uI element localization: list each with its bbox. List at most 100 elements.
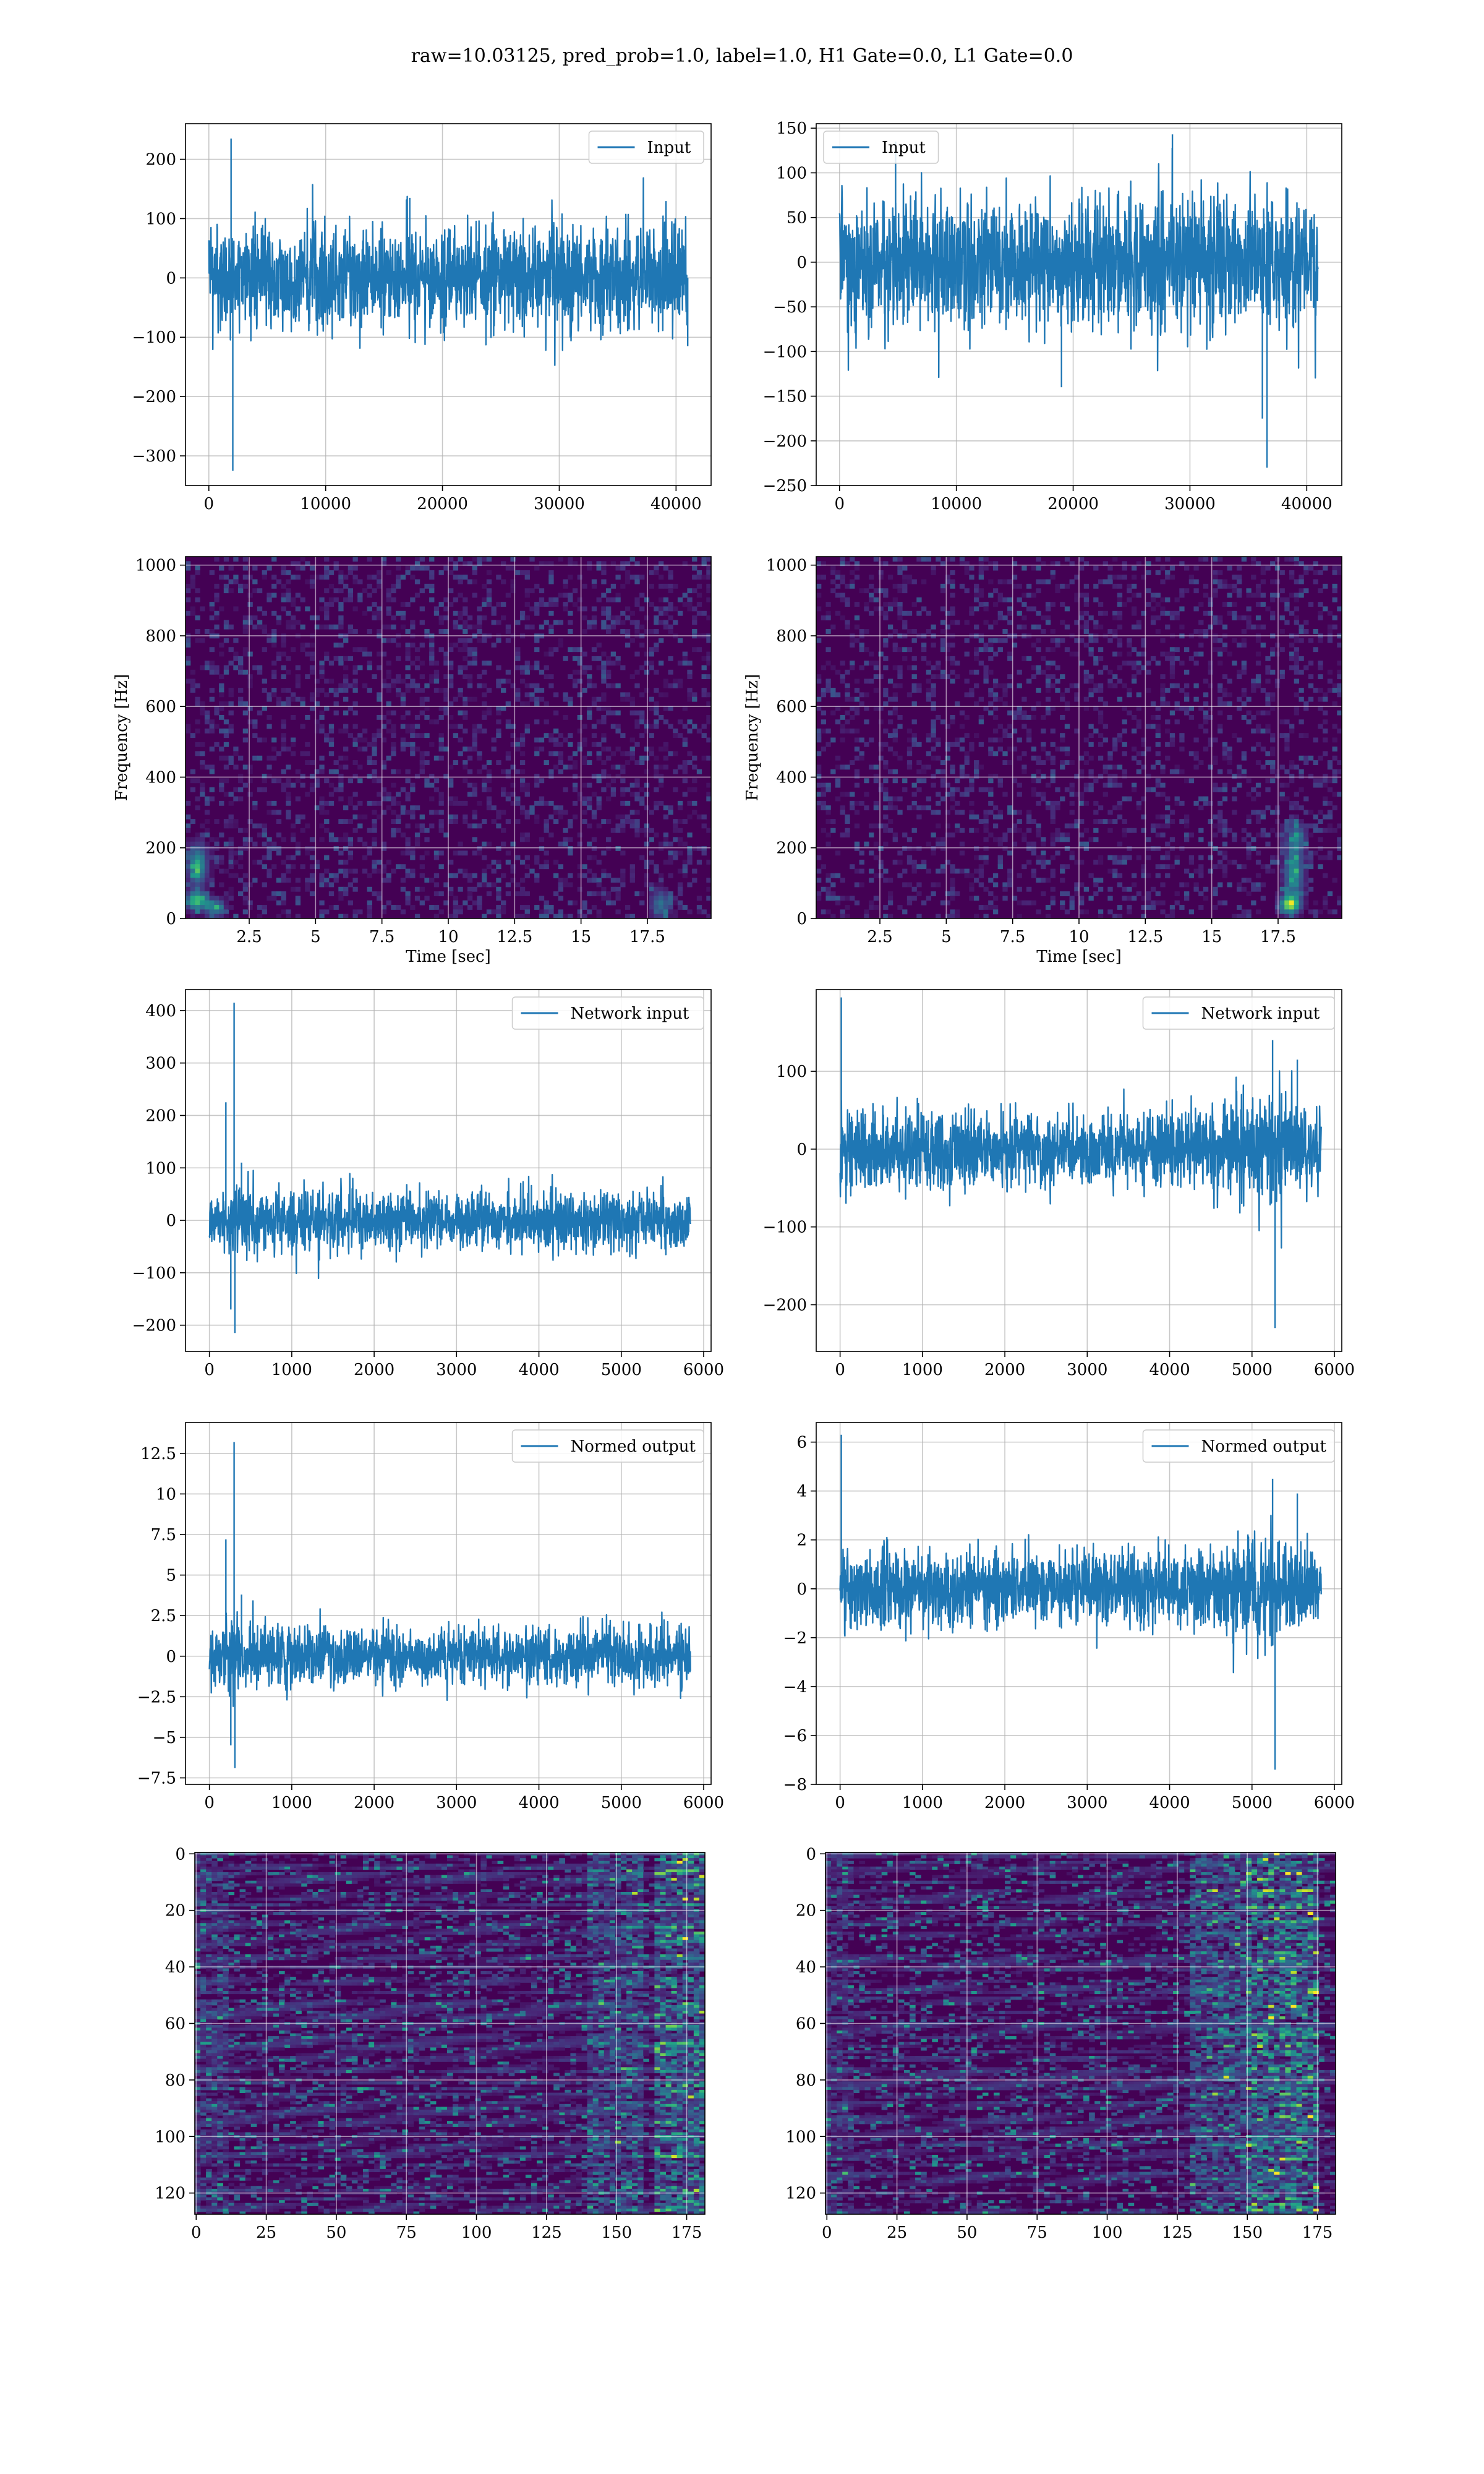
- x-tick-label: 5000: [1232, 1794, 1273, 1812]
- figure-suptitle: raw=10.03125, pred_prob=1.0, label=1.0, …: [411, 45, 1073, 67]
- legend: Input: [823, 131, 939, 164]
- x-tick-label: 10: [438, 928, 458, 946]
- x-tick-label: 7.5: [369, 928, 394, 946]
- x-tick-label: 6000: [683, 1794, 724, 1812]
- axes-frame: [816, 123, 1342, 486]
- y-axis-label: Frequency [Hz]: [113, 674, 131, 802]
- y-tick-label: 40: [796, 1958, 816, 1977]
- x-tick-label: 30000: [534, 495, 585, 513]
- x-tick-label: 10: [1068, 928, 1089, 946]
- series-line: [839, 997, 1322, 1329]
- y-tick-label: 0: [166, 1212, 176, 1230]
- x-tick-label: 50: [957, 2224, 977, 2242]
- y-tick-label: 200: [145, 1106, 176, 1125]
- axes-frame: [816, 989, 1342, 1352]
- y-tick-label: −4: [783, 1678, 807, 1697]
- x-tick-label: 0: [204, 1361, 215, 1379]
- x-tick-label: 4000: [518, 1361, 559, 1379]
- axes-frame: [816, 1422, 1342, 1785]
- subplot-grid: 0 10000 20000 30000 40000−300−200−1000100200…: [113, 119, 1355, 2242]
- plot-area: [816, 990, 1342, 1351]
- legend-label: Normed output: [571, 1437, 696, 1456]
- plot-area: [816, 1423, 1342, 1784]
- subplot-r4c1: 0 25 50 75 100 125 150 175 0 20 40 60 80 100 120: [785, 1845, 1336, 2242]
- subplot-r2c1: 0 1000 2000 3000 4000 5000 6000 −200 −100 0 100 Net…: [763, 989, 1355, 1379]
- plot-area: [186, 557, 711, 918]
- series-line: [208, 1442, 691, 1768]
- y-tick-label: −50: [773, 298, 807, 317]
- x-tick-label: 0: [835, 495, 845, 513]
- y-tick-label: −100: [763, 343, 807, 361]
- legend-label: Input: [882, 139, 926, 157]
- y-tick-label: 200: [145, 839, 176, 858]
- spectrogram-cells: [186, 557, 711, 918]
- series-line: [838, 134, 1319, 468]
- x-tick-label: 5: [941, 928, 952, 946]
- y-tick-label: 80: [165, 2071, 186, 2090]
- x-tick-label: 17.5: [1260, 928, 1296, 946]
- y-tick-label: 4: [796, 1483, 807, 1501]
- y-tick-label: 0: [796, 1580, 807, 1599]
- legend-label: Input: [647, 139, 691, 157]
- y-tick-label: 150: [776, 119, 807, 138]
- x-tick-label: 3000: [1067, 1361, 1107, 1379]
- x-tick-label: 40000: [650, 495, 702, 513]
- plot-area: [816, 557, 1342, 918]
- y-tick-label: −200: [763, 1296, 807, 1315]
- y-tick-label: 50: [787, 209, 807, 228]
- x-tick-label: 25: [887, 2224, 907, 2242]
- x-tick-label: 0: [835, 1361, 845, 1379]
- y-tick-label: −300: [132, 447, 176, 466]
- x-tick-label: 17.5: [629, 928, 665, 946]
- x-tick-label: 2000: [354, 1794, 394, 1812]
- x-tick-label: 50: [326, 2224, 346, 2242]
- x-tick-label: 125: [1162, 2224, 1193, 2242]
- y-tick-label: 0: [166, 269, 176, 288]
- x-tick-label: 0: [191, 2224, 202, 2242]
- x-tick-label: 5: [310, 928, 321, 946]
- x-tick-label: 1000: [902, 1794, 943, 1812]
- x-tick-label: 100: [461, 2224, 492, 2242]
- plot-area: [186, 1423, 711, 1784]
- x-tick-label: 15: [1201, 928, 1222, 946]
- x-tick-label: 40000: [1281, 495, 1333, 513]
- legend: Input: [588, 131, 704, 164]
- legend: Normed output: [1142, 1429, 1335, 1463]
- y-tick-label: 2: [796, 1531, 807, 1550]
- y-tick-label: 100: [785, 2128, 816, 2146]
- y-tick-label: 60: [796, 2015, 816, 2034]
- x-tick-label: 2000: [984, 1794, 1025, 1812]
- x-axis-label: Time [sec]: [406, 948, 491, 966]
- y-tick-label: 400: [776, 768, 807, 787]
- y-tick-label: 1000: [135, 557, 176, 575]
- gridlines: [186, 990, 711, 1351]
- y-tick-label: 120: [785, 2185, 816, 2203]
- subplot-r2c0: 0 1000 2000 3000 4000 5000 6000 −200 −100 0 100 200…: [132, 989, 724, 1379]
- y-tick-label: 60: [165, 2015, 186, 2034]
- plot-area: [825, 1852, 1336, 2214]
- x-tick-label: 125: [531, 2224, 562, 2242]
- y-tick-label: 0: [796, 254, 807, 272]
- y-tick-label: 800: [776, 627, 807, 646]
- x-axis-label: Time [sec]: [1036, 948, 1122, 966]
- y-tick-label: 100: [776, 1063, 807, 1081]
- x-tick-label: 5000: [601, 1361, 642, 1379]
- y-tick-label: −200: [132, 388, 176, 406]
- gridlines: [816, 557, 1342, 918]
- x-tick-label: 150: [1232, 2224, 1263, 2242]
- subplot-r3c0: 0 1000 2000 3000 4000 5000 6000 −7.5 −5 −2.5 0 2.5 5…: [137, 1422, 724, 1812]
- y-tick-label: 100: [145, 1159, 176, 1178]
- x-tick-label: 0: [835, 1794, 845, 1812]
- y-tick-label: 5: [166, 1567, 176, 1585]
- y-tick-label: −5: [153, 1729, 176, 1747]
- y-tick-label: 200: [776, 839, 807, 858]
- gridlines: [186, 557, 711, 918]
- y-tick-label: 600: [776, 698, 807, 716]
- axes-frame: [825, 1852, 1336, 2215]
- y-tick-label: −2: [783, 1629, 807, 1648]
- y-tick-label: 0: [796, 1141, 807, 1159]
- x-tick-label: 175: [1302, 2224, 1333, 2242]
- x-tick-label: 25: [256, 2224, 276, 2242]
- x-tick-label: 2.5: [236, 928, 262, 946]
